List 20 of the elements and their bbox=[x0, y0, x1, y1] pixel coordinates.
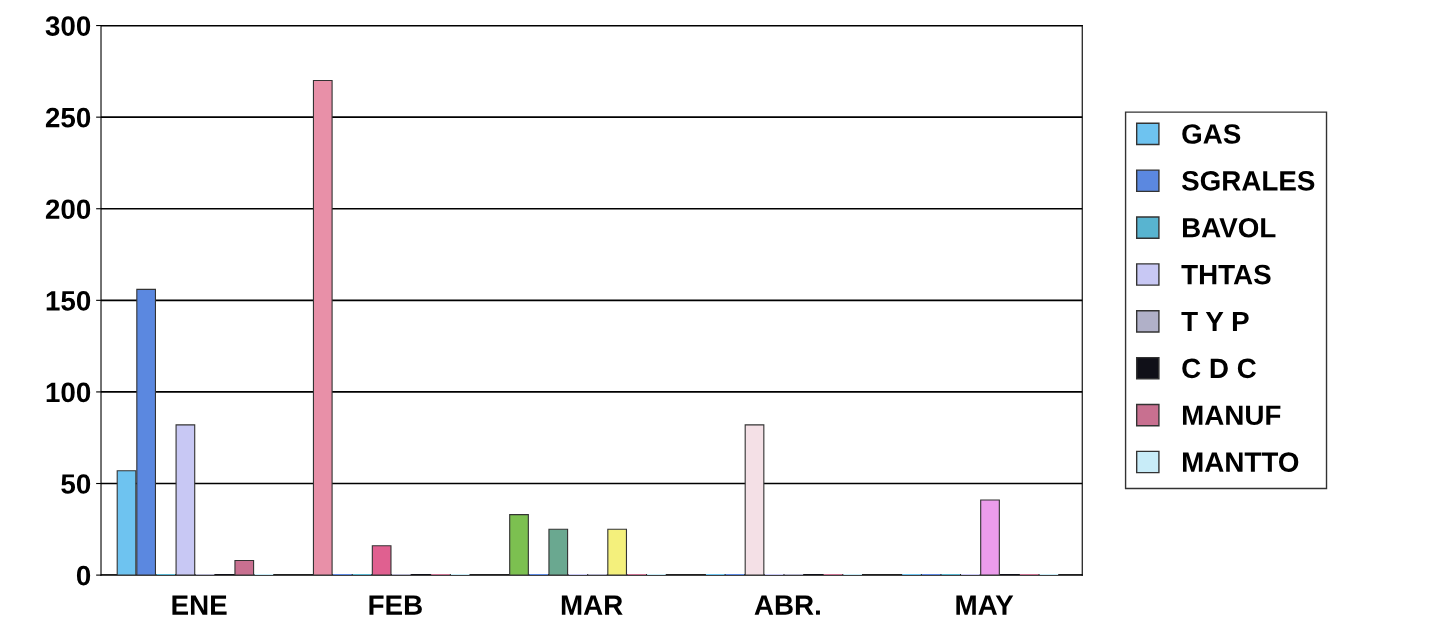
x-tick-label: MAY bbox=[956, 595, 1014, 615]
x-tick-label: ABR. bbox=[754, 595, 820, 615]
y-tick-label: 100 bbox=[46, 382, 91, 403]
x-tick-label: MAR bbox=[561, 595, 623, 615]
y-tick-label: 250 bbox=[45, 107, 91, 128]
x-tick-label: ENE bbox=[172, 595, 227, 615]
x-tick-label: FEB bbox=[369, 595, 422, 615]
legend-label: C D C bbox=[1182, 358, 1256, 379]
legend-label: MANUF bbox=[1182, 405, 1281, 426]
legend-label: THTAS bbox=[1181, 264, 1271, 285]
y-tick-label: 200 bbox=[45, 199, 91, 220]
legend-label: MANTTO bbox=[1182, 452, 1299, 472]
y-tick-label: 50 bbox=[61, 474, 91, 494]
y-tick-label: 300 bbox=[45, 16, 91, 36]
y-tick-label: 150 bbox=[46, 291, 91, 311]
legend-label: T Y P bbox=[1181, 311, 1249, 332]
legend-label: BAVOL bbox=[1182, 217, 1276, 238]
legend-label: SGRALES bbox=[1181, 171, 1315, 191]
y-tick-label: 0 bbox=[76, 565, 91, 586]
legend-label: GAS bbox=[1182, 124, 1241, 144]
